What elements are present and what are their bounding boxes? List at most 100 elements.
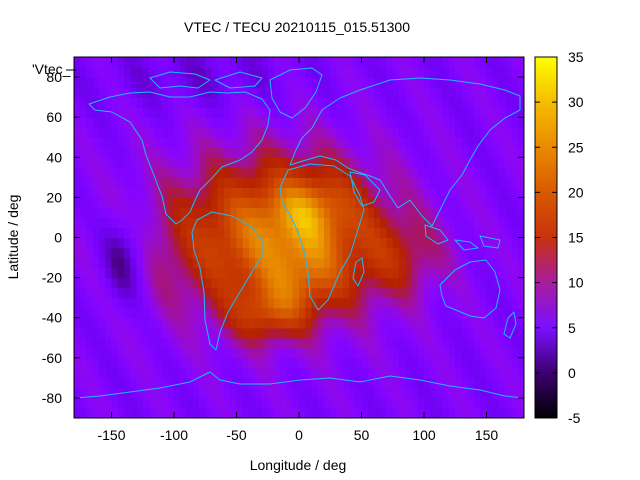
heat-cell	[261, 237, 269, 249]
heat-cell	[186, 167, 194, 178]
heat-cell	[117, 327, 125, 339]
heat-cell	[386, 127, 394, 138]
heat-cell	[80, 87, 88, 98]
heat-cell	[367, 397, 375, 409]
heat-cell	[242, 67, 250, 78]
heat-cell	[392, 257, 400, 269]
heat-cell	[286, 197, 294, 209]
heat-cell	[299, 227, 306, 239]
heat-cell	[442, 247, 450, 259]
heat-cell	[161, 307, 169, 319]
heat-cell	[505, 117, 513, 128]
y-axis-label: Latitude / deg	[5, 195, 21, 280]
heat-cell	[324, 117, 331, 128]
heat-cell	[236, 267, 244, 279]
heat-cell	[467, 167, 475, 178]
heat-cell	[224, 57, 231, 68]
heat-cell	[349, 107, 356, 118]
heat-cell	[142, 307, 150, 319]
heat-cell	[155, 247, 163, 259]
heat-cell	[505, 217, 513, 229]
heat-cell	[186, 107, 194, 118]
heat-cell	[149, 117, 156, 128]
heat-cell	[111, 97, 119, 108]
heat-cell	[449, 167, 456, 178]
heat-cell	[99, 317, 106, 329]
heat-cell	[342, 197, 350, 209]
heat-cell	[417, 157, 425, 168]
heat-cell	[499, 147, 506, 158]
heat-cell	[305, 127, 313, 138]
heat-cell	[105, 237, 113, 249]
heat-cell	[436, 337, 444, 349]
heat-cell	[249, 177, 256, 188]
heat-cell	[405, 157, 413, 168]
heat-cell	[442, 197, 450, 209]
heat-cell	[99, 107, 106, 118]
heat-cell	[430, 297, 438, 309]
heat-cell	[161, 367, 169, 379]
heat-cell	[486, 267, 494, 279]
heat-cell	[86, 147, 94, 158]
heat-cell	[336, 107, 344, 118]
heat-cell	[461, 307, 469, 319]
heat-cell	[236, 307, 244, 319]
heat-cell	[324, 357, 331, 369]
heat-cell	[205, 97, 213, 108]
heat-cell	[274, 197, 281, 209]
heat-cell	[111, 267, 119, 279]
heat-cell	[311, 67, 319, 78]
heat-cell	[211, 107, 219, 118]
heat-cell	[417, 267, 425, 279]
heat-cell	[474, 167, 481, 178]
heat-cell	[405, 307, 413, 319]
heat-cell	[299, 197, 306, 209]
heat-cell	[480, 87, 488, 98]
heat-cell	[392, 357, 400, 369]
heat-cell	[192, 267, 200, 279]
heat-cell	[399, 107, 406, 118]
heat-cell	[142, 127, 150, 138]
heat-cell	[74, 237, 81, 249]
heat-cell	[80, 147, 88, 158]
heat-cell	[405, 67, 413, 78]
heat-cell	[299, 127, 306, 138]
heat-cell	[255, 247, 263, 259]
heat-cell	[361, 387, 369, 399]
heat-cell	[511, 267, 519, 279]
heat-cell	[80, 407, 88, 418]
heat-cell	[467, 117, 475, 128]
heat-cell	[299, 407, 306, 418]
heat-cell	[436, 377, 444, 389]
heat-cell	[149, 257, 156, 269]
heat-cell	[111, 397, 119, 409]
heat-cell	[324, 87, 331, 98]
heat-cell	[211, 197, 219, 209]
heat-cell	[517, 117, 524, 128]
heat-cell	[124, 227, 131, 239]
heat-cell	[74, 317, 81, 329]
heat-cell	[455, 147, 463, 158]
heat-cell	[192, 207, 200, 219]
heat-cell	[330, 357, 338, 369]
heat-cell	[155, 387, 163, 399]
heat-cell	[242, 367, 250, 379]
heat-cell	[492, 157, 500, 168]
heat-cell	[299, 257, 306, 269]
heat-cell	[211, 287, 219, 299]
heat-cell	[342, 337, 350, 349]
heat-cell	[499, 337, 506, 349]
heat-cell	[255, 287, 263, 299]
heat-cell	[355, 177, 363, 188]
heat-cell	[367, 347, 375, 359]
heat-cell	[161, 97, 169, 108]
heat-cell	[136, 177, 144, 188]
heat-cell	[149, 287, 156, 299]
heat-cell	[399, 147, 406, 158]
heat-cell	[267, 317, 275, 329]
heat-cell	[92, 327, 100, 339]
heat-cell	[374, 267, 381, 279]
coastline-north-america	[88, 91, 271, 225]
heat-cell	[86, 97, 94, 108]
heat-cell	[499, 107, 506, 118]
